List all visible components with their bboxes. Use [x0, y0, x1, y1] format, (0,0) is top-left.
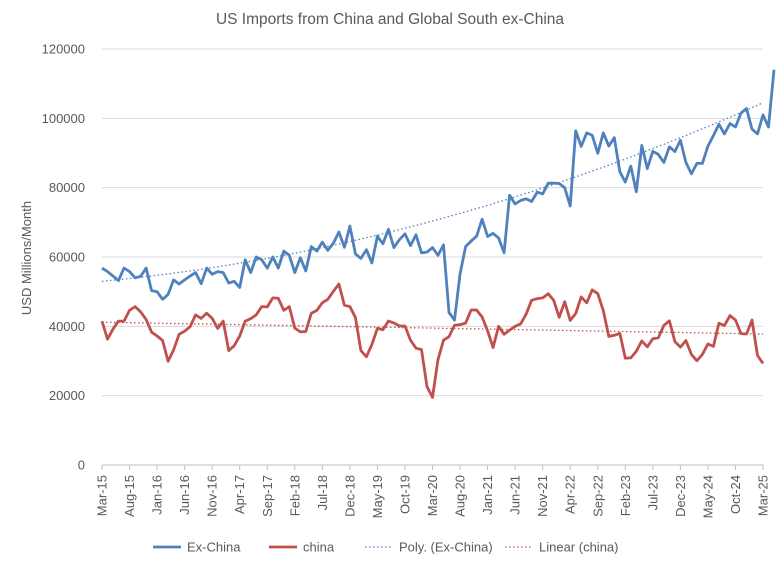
- y-axis-tick-labels: 0 20000 40000 60000 80000 100000 120000: [42, 42, 85, 473]
- y-tick-label: 80000: [49, 180, 85, 195]
- x-tick-label: May-19: [370, 475, 385, 518]
- series-line-china: [100, 282, 765, 399]
- x-tick-label: Feb-23: [618, 475, 633, 516]
- x-tick-label: May-24: [700, 475, 715, 518]
- x-tick-label: Aug-20: [453, 475, 468, 517]
- x-tick-label: Oct-19: [397, 475, 412, 514]
- gridlines: [102, 48, 763, 397]
- y-tick-label: 40000: [49, 319, 85, 334]
- x-tick-label: Dec-23: [673, 475, 688, 517]
- x-tick-label: Apr-17: [232, 475, 247, 514]
- trendline-poly-ex-china-: [101, 102, 764, 282]
- x-tick-label: Sep-17: [260, 475, 275, 517]
- x-tick-label: Apr-22: [563, 475, 578, 514]
- x-tick-label: Jan-21: [480, 475, 495, 515]
- y-tick-label: 60000: [49, 250, 85, 265]
- y-tick-label: 0: [78, 458, 85, 473]
- x-tick-label: Dec-18: [342, 475, 357, 517]
- x-tick-label: Sep-22: [590, 475, 605, 517]
- legend-label: Ex-China: [187, 540, 241, 555]
- x-tick-label: Jul-18: [315, 475, 330, 510]
- x-tick-label: Oct-24: [728, 475, 743, 514]
- y-axis-label: USD Millions/Month: [19, 201, 34, 315]
- legend: Ex-China china Poly. (Ex-China) Linear (chi…: [153, 540, 619, 555]
- x-tick-label: Nov-16: [205, 475, 220, 517]
- y-tick-label: 100000: [42, 111, 85, 126]
- y-tick-label: 20000: [49, 388, 85, 403]
- x-tick-label: Mar-25: [756, 475, 771, 516]
- x-tick-label: Jul-23: [645, 475, 660, 510]
- series-group: [100, 69, 776, 399]
- x-tick-label: Jun-16: [177, 475, 192, 515]
- x-axis-tick-labels: Mar-15 Aug-15 Jan-16 Jun-16 Nov-16 Apr-17 Sep-…: [95, 475, 771, 518]
- x-axis: [101, 464, 764, 470]
- x-tick-label: Aug-15: [122, 475, 137, 517]
- x-tick-label: Jan-16: [150, 475, 165, 515]
- chart-title: US Imports from China and Global South e…: [216, 11, 564, 28]
- series-line-ex-china: [101, 69, 776, 322]
- x-tick-label: Mar-20: [425, 475, 440, 516]
- x-tick-label: Feb-18: [287, 475, 302, 516]
- legend-label: Poly. (Ex-China): [399, 540, 493, 555]
- legend-label: china: [303, 540, 335, 555]
- x-tick-label: Nov-21: [535, 475, 550, 517]
- x-tick-label: Jun-21: [508, 475, 523, 515]
- y-tick-label: 120000: [42, 42, 85, 57]
- x-tick-label: Mar-15: [95, 475, 110, 516]
- legend-label: Linear (china): [539, 540, 619, 555]
